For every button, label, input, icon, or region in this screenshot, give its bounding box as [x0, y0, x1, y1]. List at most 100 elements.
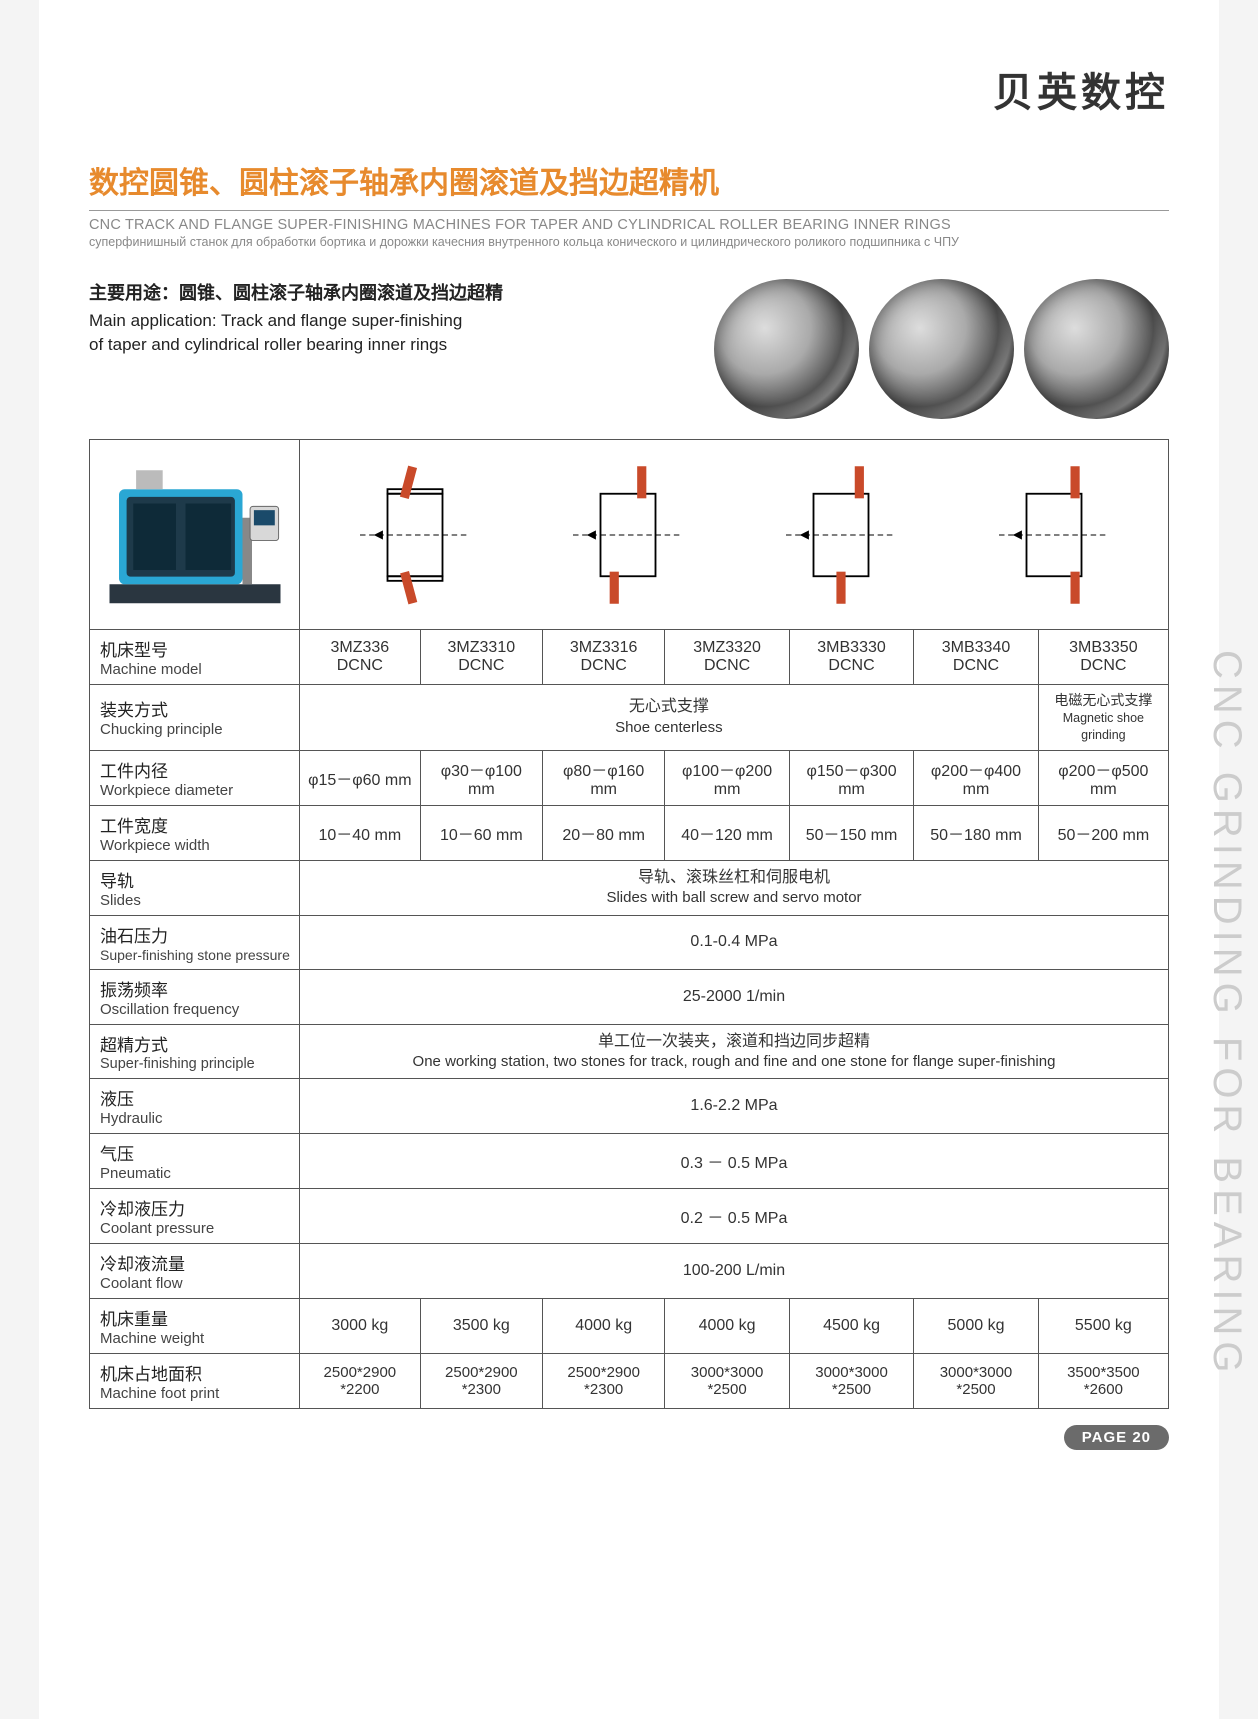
- cell-wt-1: 3500 kg: [420, 1299, 542, 1354]
- intro-line-en2: of taper and cylindrical roller bearing …: [89, 333, 714, 357]
- bearing-image-2: [869, 279, 1014, 419]
- row-weight: 机床重量 Machine weight 3000 kg 3500 kg 4000…: [90, 1299, 1169, 1354]
- title-divider: [89, 210, 1169, 211]
- cell-model-1: 3MZ3310 DCNC: [420, 630, 542, 685]
- cell-wt-2: 4000 kg: [543, 1299, 665, 1354]
- cell-width-4: 50－150 mm: [789, 805, 913, 860]
- label-wt-cn: 机床重量: [100, 1305, 291, 1330]
- intro-line-en1: Main application: Track and flange super…: [89, 309, 714, 333]
- label-slides-en: Slides: [100, 892, 291, 909]
- cell-wt-4: 4500 kg: [789, 1299, 913, 1354]
- slides-val-cn: 导轨、滚珠丝杠和伺服电机: [308, 867, 1160, 889]
- label-coolp-en: Coolant pressure: [100, 1220, 291, 1237]
- cell-sfp: 单工位一次装夹，滚道和挡边同步超精 One working station, t…: [300, 1024, 1169, 1079]
- cell-hyd: 1.6-2.2 MPa: [300, 1079, 1169, 1134]
- process-diagram-1: [360, 465, 470, 605]
- label-pneu-cn: 气压: [100, 1140, 291, 1165]
- cell-slides: 导轨、滚珠丝杠和伺服电机 Slides with ball screw and …: [300, 860, 1169, 915]
- cell-stone: 0.1-0.4 MPa: [300, 915, 1169, 969]
- cell-fp-5: 3000*3000 *2500: [914, 1354, 1038, 1409]
- label-stone: 油石压力 Super-finishing stone pressure: [90, 915, 300, 969]
- chuck-mag-cn: 电磁无心式支撑: [1047, 691, 1160, 710]
- label-fp: 机床占地面积 Machine foot print: [90, 1354, 300, 1409]
- label-model-en: Machine model: [100, 661, 291, 678]
- cell-wt-5: 5000 kg: [914, 1299, 1038, 1354]
- cell-dia-6: φ200－φ500 mm: [1038, 750, 1168, 805]
- cell-chuck-shoe: 无心式支撑 Shoe centerless: [300, 685, 1039, 751]
- sfp-val-cn: 单工位一次装夹，滚道和挡边同步超精: [308, 1031, 1160, 1053]
- label-fp-cn: 机床占地面积: [100, 1360, 291, 1385]
- label-stone-en: Super-finishing stone pressure: [100, 947, 291, 963]
- sfp-val-en: One working station, two stones for trac…: [308, 1052, 1160, 1072]
- page-number-container: PAGE 20: [89, 1425, 1169, 1450]
- row-oscillation: 振荡频率 Oscillation frequency 25-2000 1/min: [90, 969, 1169, 1024]
- cell-width-6: 50－200 mm: [1038, 805, 1168, 860]
- cell-fp-1: 2500*2900 *2300: [420, 1354, 542, 1409]
- label-chucking: 装夹方式 Chucking principle: [90, 685, 300, 751]
- cell-fp-2: 2500*2900 *2300: [543, 1354, 665, 1409]
- page-number-badge: PAGE 20: [1064, 1425, 1169, 1450]
- bearing-images: [714, 279, 1169, 419]
- cell-width-5: 50－180 mm: [914, 805, 1038, 860]
- process-diagram-2: [573, 465, 683, 605]
- label-coolp: 冷却液压力 Coolant pressure: [90, 1189, 300, 1244]
- label-pneu: 气压 Pneumatic: [90, 1134, 300, 1189]
- row-stone-pressure: 油石压力 Super-finishing stone pressure 0.1-…: [90, 915, 1169, 969]
- title-chinese: 数控圆锥、圆柱滚子轴承内圈滚道及挡边超精机: [89, 158, 1169, 202]
- process-diagrams-cell: [300, 440, 1169, 630]
- machine-illustration: [100, 447, 290, 617]
- label-width-cn: 工件宽度: [100, 812, 291, 837]
- label-model: 机床型号 Machine model: [90, 630, 300, 685]
- specifications-table: 机床型号 Machine model 3MZ336 DCNC 3MZ3310 D…: [89, 439, 1169, 1409]
- cell-width-2: 20－80 mm: [543, 805, 665, 860]
- label-hyd: 液压 Hydraulic: [90, 1079, 300, 1134]
- label-coolf-cn: 冷却液流量: [100, 1250, 291, 1275]
- cell-chuck-mag: 电磁无心式支撑 Magnetic shoe grinding: [1038, 685, 1168, 751]
- row-model: 机床型号 Machine model 3MZ336 DCNC 3MZ3310 D…: [90, 630, 1169, 685]
- subtitle-english: CNC TRACK AND FLANGE SUPER-FINISHING MAC…: [89, 217, 1169, 233]
- chuck-mag-en: Magnetic shoe grinding: [1047, 710, 1160, 744]
- cell-wt-0: 3000 kg: [300, 1299, 421, 1354]
- process-diagram-3: [786, 465, 896, 605]
- label-coolf-en: Coolant flow: [100, 1275, 291, 1292]
- cell-fp-4: 3000*3000 *2500: [789, 1354, 913, 1409]
- row-slides: 导轨 Slides 导轨、滚珠丝杠和伺服电机 Slides with ball …: [90, 860, 1169, 915]
- label-wt: 机床重量 Machine weight: [90, 1299, 300, 1354]
- page-container: 贝英数控 数控圆锥、圆柱滚子轴承内圈滚道及挡边超精机 CNC TRACK AND…: [39, 0, 1219, 1719]
- label-wt-en: Machine weight: [100, 1330, 291, 1347]
- brand-heading: 贝英数控: [89, 60, 1169, 118]
- label-coolp-cn: 冷却液压力: [100, 1195, 291, 1220]
- row-footprint: 机床占地面积 Machine foot print 2500*2900 *220…: [90, 1354, 1169, 1409]
- cell-wt-6: 5500 kg: [1038, 1299, 1168, 1354]
- row-pneumatic: 气压 Pneumatic 0.3 － 0.5 MPa: [90, 1134, 1169, 1189]
- label-hyd-cn: 液压: [100, 1085, 291, 1110]
- label-coolf: 冷却液流量 Coolant flow: [90, 1244, 300, 1299]
- label-chuck-cn: 装夹方式: [100, 696, 291, 721]
- label-slides-cn: 导轨: [100, 867, 291, 892]
- row-sf-principle: 超精方式 Super-finishing principle 单工位一次装夹，滚…: [90, 1024, 1169, 1079]
- label-fp-en: Machine foot print: [100, 1385, 291, 1402]
- label-sfp: 超精方式 Super-finishing principle: [90, 1024, 300, 1079]
- cell-dia-4: φ150－φ300 mm: [789, 750, 913, 805]
- label-diameter: 工件内径 Workpiece diameter: [90, 750, 300, 805]
- cell-fp-0: 2500*2900 *2200: [300, 1354, 421, 1409]
- label-sfp-en: Super-finishing principle: [100, 1056, 291, 1072]
- slides-val-en: Slides with ball screw and servo motor: [308, 888, 1160, 908]
- label-model-cn: 机床型号: [100, 636, 291, 661]
- cell-fp-3: 3000*3000 *2500: [665, 1354, 789, 1409]
- row-hydraulic: 液压 Hydraulic 1.6-2.2 MPa: [90, 1079, 1169, 1134]
- cell-coolp: 0.2 － 0.5 MPa: [300, 1189, 1169, 1244]
- label-stone-cn: 油石压力: [100, 922, 291, 947]
- cell-dia-1: φ30－φ100 mm: [420, 750, 542, 805]
- label-osc: 振荡频率 Oscillation frequency: [90, 969, 300, 1024]
- cell-model-3: 3MZ3320 DCNC: [665, 630, 789, 685]
- intro-line-cn: 主要用途：圆锥、圆柱滚子轴承内圈滚道及挡边超精: [89, 279, 714, 305]
- cell-fp-6: 3500*3500 *2600: [1038, 1354, 1168, 1409]
- cell-dia-5: φ200－φ400 mm: [914, 750, 1038, 805]
- cell-model-2: 3MZ3316 DCNC: [543, 630, 665, 685]
- cell-dia-0: φ15－φ60 mm: [300, 750, 421, 805]
- label-chuck-en: Chucking principle: [100, 721, 291, 738]
- bearing-image-1: [714, 279, 859, 419]
- row-diameter: 工件内径 Workpiece diameter φ15－φ60 mm φ30－φ…: [90, 750, 1169, 805]
- cell-osc: 25-2000 1/min: [300, 969, 1169, 1024]
